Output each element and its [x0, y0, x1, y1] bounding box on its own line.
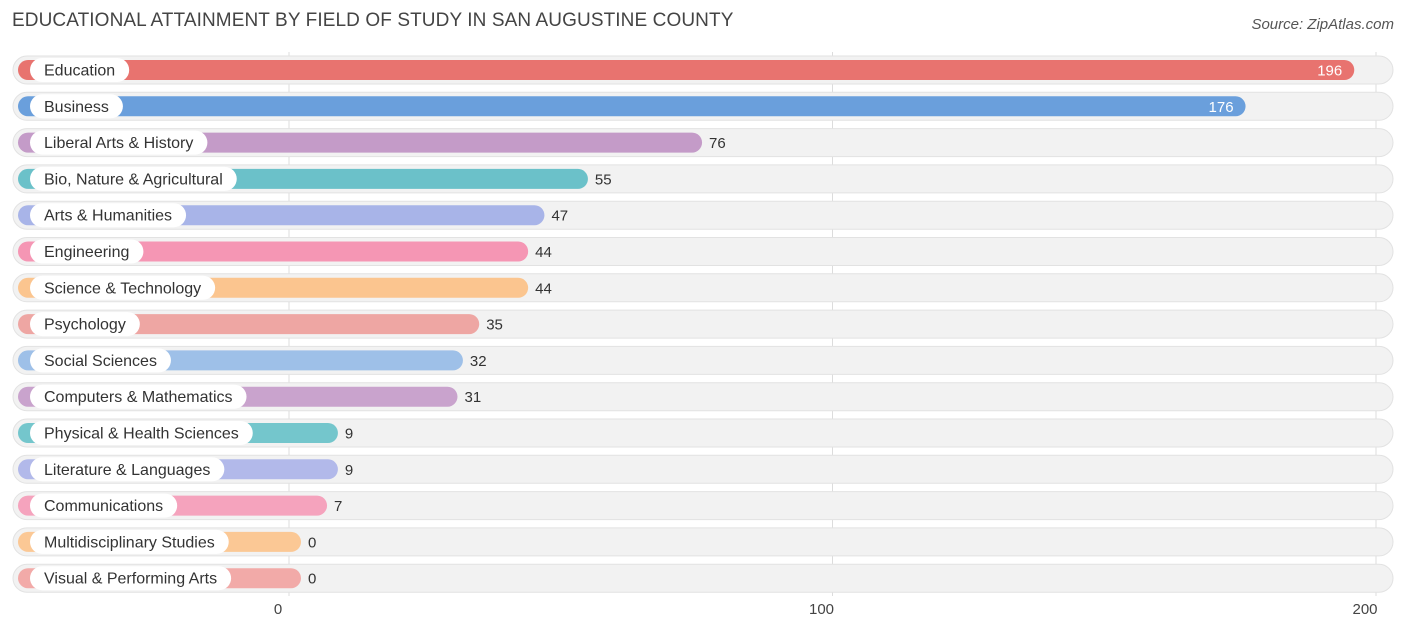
label-pill — [30, 566, 232, 591]
bar — [18, 96, 1246, 117]
bar — [18, 60, 1355, 80]
value-label: 76 — [709, 135, 726, 152]
chart-title: EDUCATIONAL ATTAINMENT BY FIELD OF STUDY… — [12, 10, 734, 31]
label-pill — [30, 166, 237, 191]
value-label: 176 — [1209, 99, 1234, 116]
value-label: 7 — [334, 498, 342, 515]
value-label: 0 — [308, 571, 316, 588]
value-label: 32 — [470, 353, 487, 370]
source-label: Source: ZipAtlas.com — [1251, 16, 1394, 33]
value-label: 0 — [308, 534, 316, 551]
category-label: Physical & Health Sciences — [44, 426, 239, 443]
label-pill — [30, 58, 130, 82]
bar-row-literature-and-languages: Literature & Languages 9 — [12, 454, 1394, 484]
label-pill — [30, 239, 144, 264]
bar-row-arts-and-humanities: Arts & Humanities 47 — [12, 200, 1394, 230]
value-label: 35 — [486, 317, 503, 334]
bar-row-social-sciences: Social Sciences 32 — [12, 345, 1394, 375]
label-pill — [30, 130, 208, 155]
bar — [18, 241, 529, 262]
value-label: 9 — [345, 426, 353, 443]
bar-row-bio-nature-and-agricultural: Bio, Nature & Agricultural 55 — [12, 164, 1394, 194]
bar-row-business: Business 176 — [12, 91, 1394, 121]
x-tick-label: 100 — [809, 601, 834, 618]
value-label: 31 — [464, 389, 481, 406]
category-label: Business — [44, 99, 109, 116]
category-label: Social Sciences — [44, 353, 157, 370]
bar-track — [12, 563, 1394, 593]
value-label: 55 — [595, 171, 612, 188]
bar-row-multidisciplinary-studies: Multidisciplinary Studies 0 — [12, 527, 1394, 557]
value-label: 44 — [535, 280, 552, 297]
value-label: 196 — [1317, 63, 1342, 80]
bar-row-communications: Communications 7 — [12, 491, 1394, 521]
label-pill — [30, 348, 171, 373]
label-pill — [30, 94, 123, 119]
value-label: 47 — [551, 208, 568, 225]
category-label: Visual & Performing Arts — [44, 571, 217, 588]
category-label: Literature & Languages — [44, 462, 210, 479]
category-label: Arts & Humanities — [44, 208, 172, 225]
category-label: Psychology — [44, 317, 126, 334]
category-label: Computers & Mathematics — [44, 389, 233, 406]
category-label: Science & Technology — [44, 280, 201, 297]
bar-track — [12, 527, 1394, 557]
bar-track — [12, 418, 1394, 448]
label-pill — [30, 421, 253, 445]
bar-row-science-and-technology: Science & Technology 44 — [12, 273, 1394, 303]
bar-row-liberal-arts-and-history: Liberal Arts & History 76 — [12, 128, 1394, 158]
bar-row-computers-and-mathematics: Computers & Mathematics 31 — [12, 382, 1394, 412]
label-pill — [30, 312, 140, 337]
category-label: Education — [44, 63, 115, 80]
bar-row-education: Education 196 — [12, 55, 1394, 85]
bar-row-visual-and-performing-arts: Visual & Performing Arts 0 — [12, 563, 1394, 593]
x-tick-label: 200 — [1352, 601, 1377, 618]
bar-track — [12, 491, 1394, 521]
label-pill — [30, 275, 216, 300]
category-label: Bio, Nature & Agricultural — [44, 171, 223, 188]
x-tick-label: 0 — [274, 601, 282, 618]
label-pill — [30, 493, 178, 518]
category-label: Communications — [44, 498, 163, 515]
bar-row-engineering: Engineering 44 — [12, 237, 1394, 266]
category-label: Liberal Arts & History — [44, 135, 193, 152]
value-label: 9 — [345, 462, 353, 479]
category-label: Multidisciplinary Studies — [44, 534, 215, 551]
label-pill — [30, 384, 247, 409]
label-pill — [30, 203, 187, 228]
category-label: Engineering — [44, 244, 129, 261]
bar-track — [12, 454, 1394, 484]
value-label: 44 — [535, 244, 552, 261]
label-pill — [30, 457, 225, 482]
bar-row-physical-and-health-sciences: Physical & Health Sciences 9 — [12, 418, 1394, 448]
bar-row-psychology: Psychology 35 — [12, 309, 1394, 339]
label-pill — [30, 529, 229, 554]
